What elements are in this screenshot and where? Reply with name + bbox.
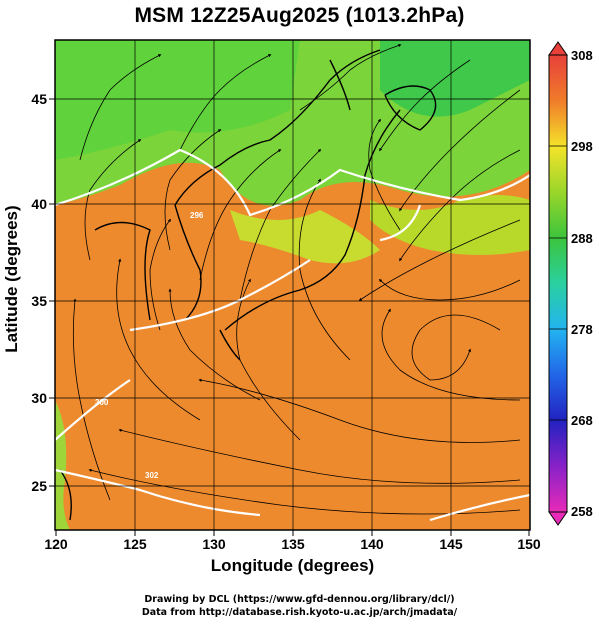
x-tick-label: 150 — [517, 536, 541, 552]
asia-coast — [174, 49, 381, 206]
x-axis-ticks — [55, 530, 530, 536]
y-axis-ticks — [49, 98, 55, 487]
x-tick-label: 135 — [281, 536, 305, 552]
isotherm — [55, 148, 530, 217]
colorbar-tick-label: 308 — [571, 48, 593, 63]
colorbar-body — [548, 54, 568, 513]
taiwan-coast — [59, 469, 72, 521]
streamline — [298, 178, 351, 361]
streamline — [149, 218, 171, 331]
northeast-cold-region — [380, 40, 530, 117]
hokkaido-coast — [384, 85, 437, 131]
credit-drawing: Drawing by DCL (https://www.gfd-dennou.o… — [144, 594, 455, 605]
isotherm-label: 300 — [95, 398, 109, 407]
streamline — [179, 54, 272, 151]
china-coast — [94, 221, 151, 321]
temperature-field — [55, 40, 530, 530]
colorbar-tick-label: 288 — [571, 231, 593, 246]
streamline — [399, 149, 521, 262]
y-tick-label: 40 — [31, 196, 47, 212]
streamline — [84, 139, 142, 261]
streamline — [118, 428, 521, 484]
isotherm-labels: 296 300 302 — [95, 211, 204, 480]
streamline — [79, 54, 162, 161]
streamline — [168, 288, 261, 401]
sakhalin-coast — [329, 59, 351, 111]
isotherm — [379, 204, 422, 242]
x-axis-label: Longitude (degrees) — [210, 556, 375, 575]
isotherm — [55, 468, 261, 517]
streamline — [411, 314, 501, 381]
credit-data: Data from http://database.rish.kyoto-u.a… — [141, 607, 458, 618]
isotherm — [129, 259, 311, 332]
cold-region — [55, 40, 300, 160]
map-title: MSM 12Z25Aug2025 (1013.2hPa) — [134, 4, 465, 27]
colorbar-tick-label: 298 — [571, 139, 593, 154]
y-tick-labels: 25 30 35 40 45 — [31, 91, 47, 494]
taiwan-region — [55, 400, 70, 530]
streamline — [236, 278, 301, 441]
inland-region — [230, 210, 380, 264]
streamline — [239, 148, 322, 301]
y-tick-label: 30 — [31, 390, 47, 406]
streamline — [378, 278, 521, 301]
x-tick-label: 140 — [360, 536, 384, 552]
gridlines — [55, 40, 530, 530]
colorbar-tick-label: 268 — [571, 413, 593, 428]
streamline — [198, 378, 521, 443]
isotherm-label: 302 — [145, 471, 159, 480]
y-tick-label: 25 — [31, 478, 47, 494]
streamline — [199, 149, 282, 281]
x-tick-label: 145 — [439, 536, 463, 552]
streamline — [368, 118, 401, 231]
isotherm — [55, 379, 131, 441]
isotherm-label: 296 — [190, 211, 204, 220]
kyushu-coast — [219, 329, 241, 361]
colorbar-bottom-triangle — [548, 511, 568, 526]
x-tick-label: 125 — [123, 536, 147, 552]
x-tick-labels: 120 125 130 135 140 145 150 — [44, 536, 541, 552]
colorbar — [548, 41, 568, 526]
streamline — [72, 298, 111, 501]
korea-coast — [174, 204, 202, 321]
isotherms — [55, 148, 530, 522]
isotherm — [429, 493, 530, 522]
streamline — [379, 59, 471, 152]
colorbar-tick-label: 278 — [571, 322, 593, 337]
colorbar-tick-label: 258 — [571, 504, 593, 519]
colorbar-top-triangle — [548, 41, 568, 56]
streamline — [164, 129, 222, 251]
pacific-mild-region — [370, 195, 530, 255]
y-tick-label: 45 — [31, 91, 47, 107]
x-tick-label: 130 — [202, 536, 226, 552]
colorbar-labels: 308 298 288 278 268 258 — [571, 48, 593, 519]
streamline — [358, 219, 521, 301]
y-tick-label: 35 — [31, 293, 47, 309]
x-tick-label: 120 — [44, 536, 68, 552]
streamline — [116, 258, 201, 421]
y-axis-label: Latitude (degrees) — [2, 205, 21, 353]
